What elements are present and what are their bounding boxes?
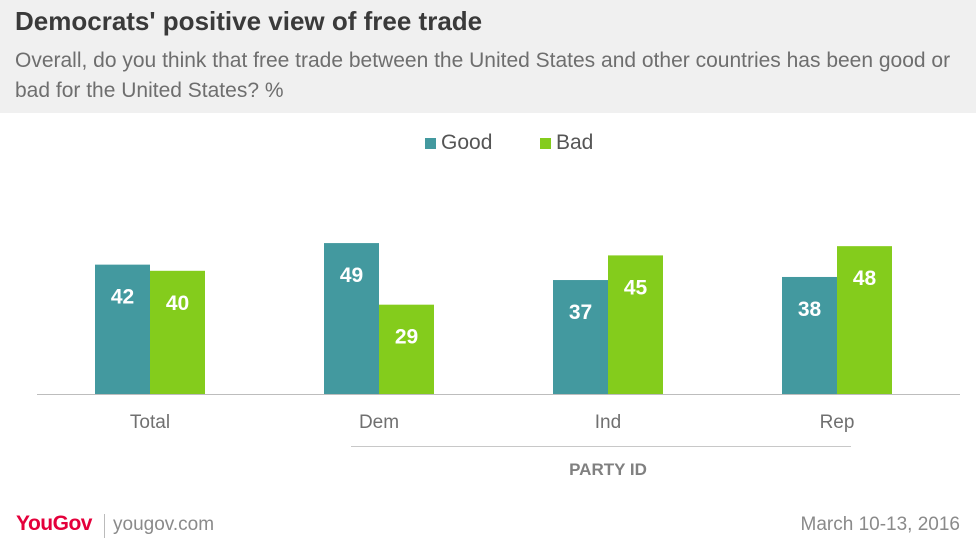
chart-title: Democrats' positive view of free trade [15,6,483,36]
bar-ind-bad [608,255,663,394]
bar-ind-good [553,280,608,394]
legend: Good Bad [0,130,976,156]
footer-date: March 10-13, 2016 [800,514,961,535]
footer-site-link[interactable]: yougov.com [113,514,215,535]
header: Democrats' positive view of free trade O… [0,0,976,113]
footer-divider [104,514,105,538]
legend-item-good: Good [425,130,492,156]
x-tick-label-total: Total [130,412,170,433]
data-label-dem-good: 49 [340,264,363,287]
bar-total-good [95,264,150,394]
data-label-total-bad: 40 [166,292,189,315]
bar-dem-bad [379,304,434,394]
bar-rep-bad [837,246,892,394]
data-label-dem-bad: 29 [395,326,418,349]
data-label-rep-bad: 48 [853,267,877,290]
x-tick-label-ind: Ind [595,412,621,433]
legend-swatch-good [425,137,436,149]
data-label-ind-good: 37 [569,301,592,324]
party-id-label: PARTY ID [569,460,647,479]
data-label-total-good: 42 [111,286,134,309]
bar-rep-good [782,276,837,394]
chart-subtitle: Overall, do you think that free trade be… [15,49,951,102]
x-tick-label-dem: Dem [359,412,399,433]
data-label-ind-bad: 45 [624,276,648,299]
bar-dem-good [324,243,379,394]
legend-label-good: Good [441,131,493,154]
x-tick-label-rep: Rep [820,412,855,433]
legend-swatch-bad [540,137,551,149]
legend-label-bad: Bad [556,131,594,154]
data-label-rep-good: 38 [798,298,822,321]
bar-total-bad [150,270,205,394]
yougov-logo: YouGov [16,512,92,535]
legend-item-bad: Bad [540,130,593,156]
